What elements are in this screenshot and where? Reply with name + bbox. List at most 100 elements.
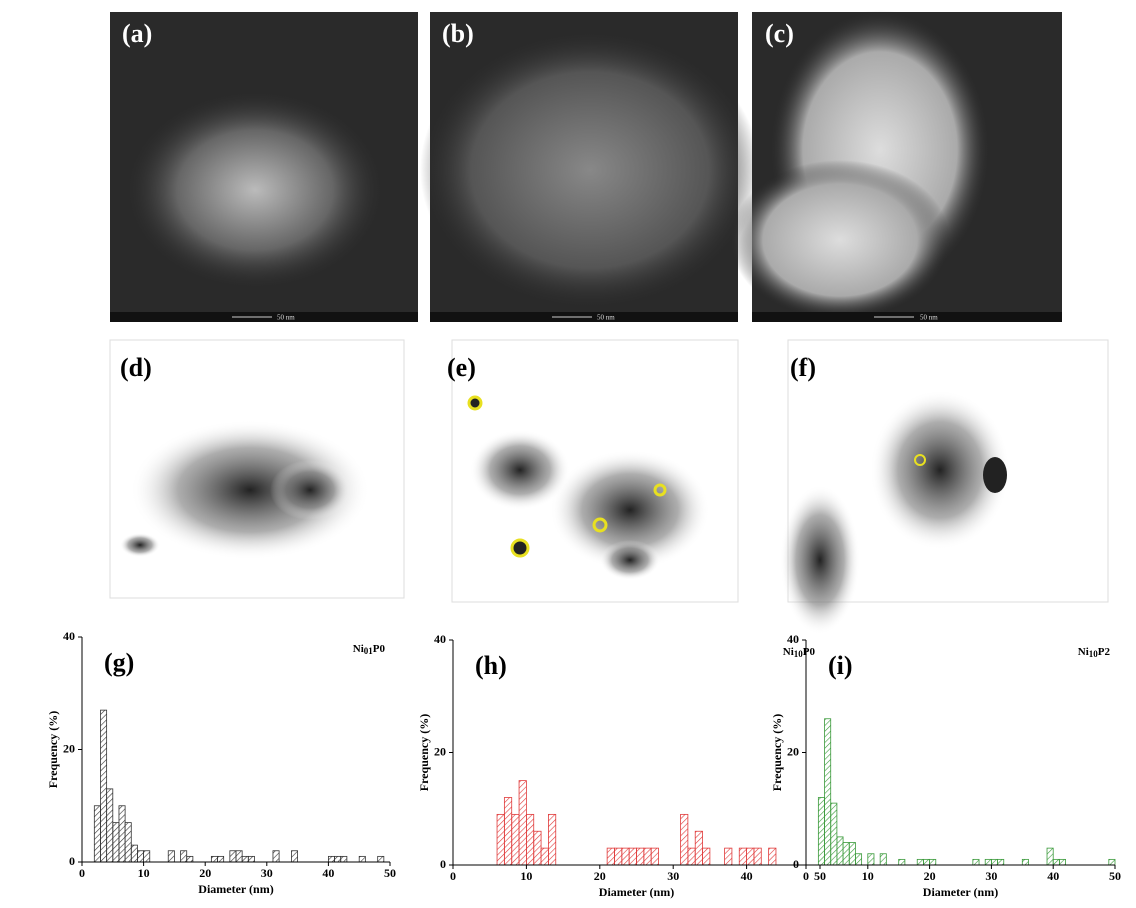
bar (836, 836, 844, 866)
panel-label: (f) (790, 353, 816, 382)
y-tick-label: 40 (63, 629, 75, 643)
bar (235, 850, 243, 863)
bar (898, 858, 906, 866)
panel-label: (b) (442, 19, 474, 48)
panel-label: (e) (447, 353, 476, 382)
bar (916, 858, 924, 866)
x-tick-label: 10 (862, 869, 874, 883)
bar (628, 847, 637, 866)
y-tick-label: 40 (434, 632, 446, 646)
x-axis-label: Diameter (nm) (923, 885, 998, 899)
bar (621, 847, 630, 866)
sample-label: Ni01P0 (353, 643, 386, 657)
bar (824, 718, 832, 866)
bar (112, 822, 120, 863)
bar (358, 855, 366, 863)
bar (830, 802, 838, 866)
y-tick-label: 0 (793, 857, 799, 871)
y-axis-label: Frequency (%) (46, 711, 60, 788)
bar (548, 813, 557, 866)
bar (167, 850, 175, 863)
bar (855, 853, 863, 866)
bar (340, 855, 348, 863)
bar (217, 855, 225, 863)
bar (241, 855, 249, 863)
bar (229, 850, 237, 863)
bar (636, 847, 645, 866)
panel-label: (c) (765, 19, 794, 48)
bar (100, 709, 108, 863)
bar (272, 850, 280, 863)
x-tick-label: 40 (322, 866, 334, 880)
map-e (451, 339, 739, 603)
bar (1046, 847, 1054, 866)
bar (614, 847, 623, 866)
bar (143, 850, 151, 863)
x-tick-label: 30 (261, 866, 273, 880)
bar (724, 847, 733, 866)
bar (210, 855, 218, 863)
bar (327, 855, 335, 863)
bar (923, 858, 930, 866)
sample-label-part: Ni (783, 646, 794, 658)
bar (680, 813, 689, 866)
bar (1021, 858, 1029, 866)
bar (879, 853, 887, 866)
x-tick-label: 50 (384, 866, 396, 880)
sample-label-part: 01 (364, 646, 374, 656)
bar (186, 855, 194, 863)
x-axis-label: Diameter (nm) (198, 882, 273, 896)
bar (643, 847, 652, 866)
y-tick-label: 20 (63, 741, 75, 755)
sample-label-part: 10 (794, 649, 804, 659)
bar (738, 847, 748, 866)
bar (503, 797, 513, 866)
bar (518, 780, 527, 866)
bar (753, 847, 762, 866)
sample-label-part: P0 (803, 646, 816, 658)
bar (702, 847, 711, 866)
panel-label: (d) (120, 353, 152, 382)
bar (650, 847, 659, 866)
sample-label-part: P0 (373, 643, 386, 655)
x-tick-label: 40 (741, 869, 753, 883)
y-tick-label: 0 (69, 854, 75, 868)
image-b (420, 12, 760, 322)
bar (511, 813, 520, 866)
bar (842, 842, 850, 866)
map-d (109, 339, 405, 599)
x-tick-label: 20 (924, 869, 936, 883)
sample-label-part: P2 (1098, 646, 1111, 658)
panel-label: (g) (104, 648, 134, 677)
bar (526, 813, 535, 866)
bar (137, 850, 145, 863)
bar (687, 847, 696, 866)
bar (997, 858, 1005, 866)
scale-bar-label: 50 nm (277, 314, 295, 322)
scale-bar-label: 50 nm (597, 314, 615, 322)
sample-label-part: 10 (1089, 649, 1099, 659)
sample-label: Ni10P2 (1078, 646, 1111, 660)
bar (1052, 858, 1060, 866)
image-c (730, 10, 1062, 322)
bar (377, 855, 385, 863)
scale-bar-label: 50 nm (920, 314, 938, 322)
x-tick-label: 40 (1047, 869, 1059, 883)
x-tick-label: 50 (814, 869, 826, 883)
bar (867, 853, 875, 866)
y-axis-label: Frequency (%) (770, 714, 784, 791)
bar (848, 842, 856, 866)
bar (118, 805, 126, 863)
bar (972, 858, 980, 866)
bar (106, 788, 114, 863)
bar (817, 797, 825, 866)
x-tick-label: 50 (1109, 869, 1121, 883)
y-tick-label: 40 (787, 632, 799, 646)
sample-label-part: Ni (1078, 646, 1089, 658)
x-tick-label: 0 (79, 866, 85, 880)
y-axis-label: Frequency (%) (417, 714, 431, 791)
sample-label-part: Ni (353, 643, 364, 655)
y-tick-label: 20 (787, 744, 799, 758)
x-tick-label: 10 (520, 869, 532, 883)
